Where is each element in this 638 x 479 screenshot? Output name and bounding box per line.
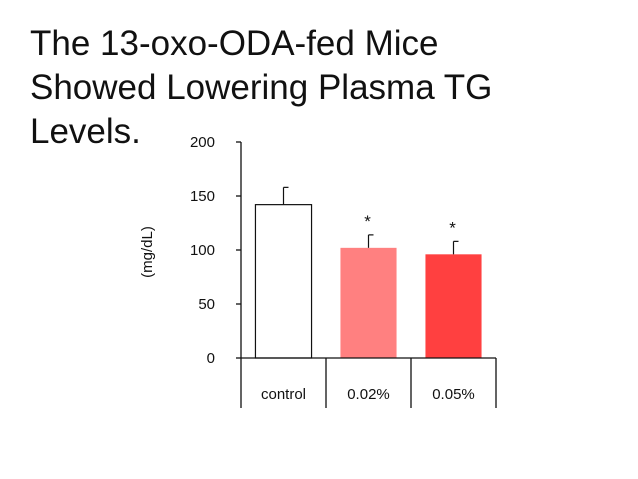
y-tick-label: 150	[190, 188, 215, 205]
y-tick-label: 100	[190, 242, 215, 259]
category-label: control	[261, 386, 306, 403]
bar	[425, 254, 482, 358]
significance-marker: *	[449, 218, 456, 237]
title-line-1: The 13-oxo-ODA-fed Mice	[30, 24, 439, 63]
title-line-2: Showed Lowering Plasma TG	[30, 68, 493, 107]
bar	[340, 247, 397, 358]
title-line-3: Levels.	[30, 112, 141, 151]
y-axis: 0 50 100 150 200	[190, 134, 242, 408]
category-label: 0.05%	[432, 386, 475, 403]
y-axis-label: (mg/dL)	[139, 226, 156, 278]
page-title: The 13-oxo-ODA-fed Mice Showed Lowering …	[30, 22, 590, 154]
bar	[254, 204, 313, 359]
x-axis: control 0.02% 0.05%	[241, 357, 497, 408]
y-tick-label: 0	[207, 350, 215, 367]
y-tick-label: 50	[198, 296, 215, 313]
significance-marker: *	[364, 212, 371, 231]
category-label: 0.02%	[347, 386, 390, 403]
y-tick-label: 200	[190, 134, 215, 151]
bars: * *	[254, 186, 482, 359]
